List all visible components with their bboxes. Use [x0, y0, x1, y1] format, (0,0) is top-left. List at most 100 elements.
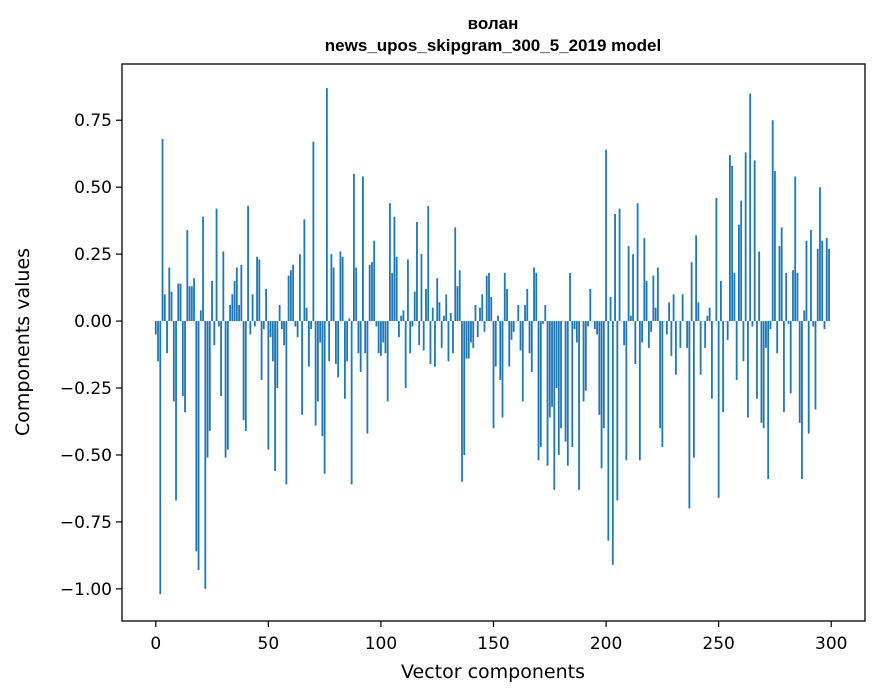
bar-53 [274, 321, 276, 472]
y-axis-label: Components values [12, 248, 34, 436]
bar-135 [458, 270, 461, 322]
bar-41 [247, 205, 249, 322]
bar-152 [497, 315, 499, 322]
y-tick-label: 0.75 [74, 111, 112, 131]
bar-83 [341, 256, 344, 322]
bar-199 [602, 321, 605, 429]
bar-56 [280, 321, 283, 330]
bar-213 [634, 321, 637, 364]
bar-237 [688, 321, 691, 509]
bar-225 [661, 321, 664, 447]
bar-215 [638, 321, 641, 461]
bar-29 [220, 321, 222, 397]
bar-293 [814, 321, 817, 410]
bar-158 [510, 321, 513, 340]
bar-291 [810, 230, 812, 322]
bar-99 [377, 321, 380, 354]
bar-28 [217, 321, 220, 327]
bar-176 [551, 321, 553, 407]
bar-57 [283, 321, 286, 346]
bar-168 [533, 267, 535, 322]
bar-224 [659, 321, 662, 429]
bar-271 [765, 321, 767, 348]
bar-287 [801, 321, 803, 480]
bar-175 [548, 321, 551, 418]
bar-277 [778, 246, 781, 322]
bar-250 [717, 321, 720, 498]
bar-262 [744, 152, 747, 322]
bar-86 [348, 318, 351, 322]
bar-299 [828, 248, 830, 322]
bar-289 [805, 240, 808, 322]
y-tick-label: −0.25 [60, 379, 112, 399]
bar-100 [380, 321, 382, 356]
bar-144 [479, 307, 481, 322]
bar-179 [557, 321, 560, 455]
bar-282 [789, 321, 792, 394]
bar-145 [481, 294, 484, 322]
bar-104 [389, 203, 391, 322]
bar-1 [157, 321, 159, 362]
bar-286 [798, 321, 801, 423]
bars-group [154, 88, 830, 595]
bar-257 [733, 272, 736, 322]
bar-260 [740, 200, 743, 322]
bar-60 [289, 270, 292, 322]
bar-231 [674, 321, 677, 375]
bar-35 [233, 280, 236, 322]
bar-130 [447, 321, 450, 362]
bar-155 [503, 272, 506, 322]
bar-91 [359, 321, 362, 372]
bar-74 [321, 321, 324, 437]
y-tick-label: 0.50 [74, 178, 112, 198]
x-axis-ticks: 0 50 100 150 200 250 300 [150, 621, 847, 654]
chart-title: волан [468, 14, 519, 33]
bar-136 [461, 321, 463, 482]
bar-13 [184, 321, 186, 413]
bar-280 [785, 272, 788, 322]
bar-30 [222, 251, 225, 322]
bar-165 [526, 288, 529, 322]
bar-50 [267, 321, 270, 450]
bar-192 [587, 321, 589, 327]
bar-229 [670, 321, 673, 356]
bar-80 [334, 321, 337, 364]
bar-117 [418, 321, 421, 346]
bar-203 [611, 321, 614, 565]
bar-268 [758, 251, 761, 322]
bar-105 [391, 272, 394, 322]
bar-154 [501, 321, 504, 418]
bar-32 [226, 321, 229, 450]
bar-285 [796, 272, 799, 322]
bar-116 [416, 222, 418, 322]
bar-163 [521, 321, 524, 402]
bar-47 [260, 321, 263, 380]
bar-241 [697, 302, 700, 322]
bar-239 [692, 321, 695, 458]
bar-254 [726, 321, 729, 340]
bar-217 [643, 238, 646, 322]
bar-121 [427, 205, 430, 322]
bar-81 [337, 321, 340, 378]
bar-161 [517, 305, 520, 322]
bar-206 [618, 208, 621, 322]
bar-95 [368, 264, 371, 322]
bar-210 [627, 246, 630, 322]
bar-178 [555, 321, 558, 389]
bar-110 [402, 310, 405, 322]
bar-204 [614, 213, 616, 322]
bar-153 [499, 321, 502, 380]
bar-200 [605, 149, 607, 322]
bar-11 [179, 283, 182, 322]
bar-63 [296, 321, 299, 338]
bar-96 [371, 262, 373, 322]
bar-90 [357, 321, 360, 354]
bar-114 [411, 321, 414, 327]
bar-82 [339, 251, 342, 322]
bar-259 [738, 224, 740, 322]
bar-183 [566, 321, 569, 466]
bar-142 [474, 305, 477, 322]
bar-220 [650, 321, 653, 332]
bar-59 [287, 275, 290, 322]
x-tick-label: 50 [258, 634, 280, 654]
